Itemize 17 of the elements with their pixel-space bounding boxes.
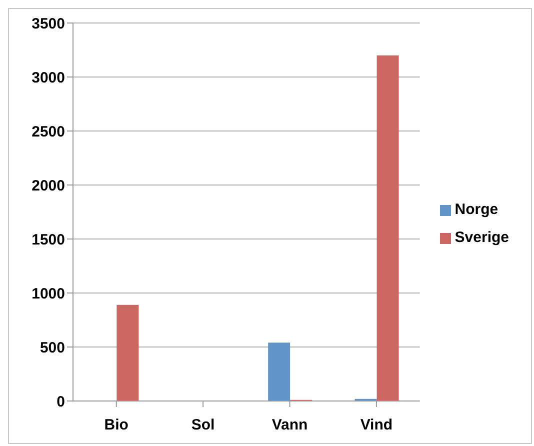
y-tick-label: 0 [56, 393, 65, 410]
y-tick-label: 500 [40, 339, 65, 356]
y-tick-label: 3000 [32, 69, 65, 86]
bar [116, 304, 139, 401]
legend-label: Sverige [454, 229, 509, 246]
bar [376, 55, 399, 401]
bar [268, 342, 290, 401]
y-tick-label: 3500 [32, 15, 65, 32]
y-tick-label: 1000 [32, 285, 65, 302]
x-tick-label: Sol [191, 416, 215, 434]
y-tick-label: 2000 [32, 177, 65, 194]
y-tick-label: 1500 [32, 231, 65, 248]
x-tick-label: Vind [360, 416, 393, 434]
legend-label: Norge [454, 201, 498, 218]
x-tick-label: Vann [272, 416, 308, 434]
x-tick-label: Bio [104, 416, 128, 434]
y-tick-label: 2500 [32, 123, 65, 140]
